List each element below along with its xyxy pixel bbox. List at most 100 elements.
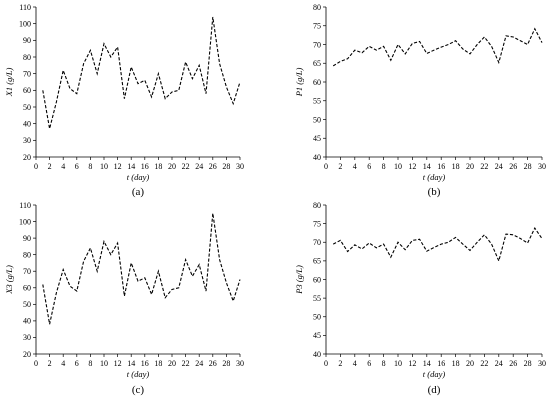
x-tick-label: 26 [209,162,217,171]
panel-label: (b) [428,186,441,198]
y-tick-label: 20 [23,350,31,359]
y-axis-title: X3 (g/L) [4,265,14,295]
x-tick-label: 4 [61,359,65,368]
y-tick-label: 110 [19,3,31,12]
x-tick-label: 22 [182,162,190,171]
y-axis-title: P1 (g/L) [294,68,304,98]
x-tick-label: 28 [524,162,532,171]
y-tick-label: 80 [23,53,31,62]
y-tick-label: 110 [19,201,31,210]
y-tick-label: 55 [313,97,321,106]
x-tick-label: 18 [154,162,162,171]
x-tick-label: 28 [222,162,230,171]
chart-panel-c: 20 30 40 50 60 70 80 90 100 110 0 2 4 6 8 10 12 14 16 18 20 2… [4,201,244,396]
x-tick-label: 10 [394,359,402,368]
x-tick-label: 16 [437,162,445,171]
y-tick-label: 70 [313,40,321,49]
x-tick-label: 20 [466,359,474,368]
y-tick-label: 90 [23,234,31,243]
y-tick-label: 30 [23,333,31,342]
x-tick-label: 24 [495,359,503,368]
x-tick-label: 14 [423,162,431,171]
y-tick-label: 20 [23,153,31,162]
x-tick-label: 26 [209,359,217,368]
x-tick-label: 30 [538,162,546,171]
x-tick-label: 14 [127,359,135,368]
x-tick-label: 22 [182,359,190,368]
y-tick-label: 65 [313,59,321,68]
y-tick-label: 40 [313,350,321,359]
x-tick-label: 8 [88,359,92,368]
y-tick-label: 60 [23,284,31,293]
x-tick-label: 8 [88,162,92,171]
x-tick-label: 10 [100,162,108,171]
x-tick-label: 0 [34,162,38,171]
x-tick-label: 28 [524,359,532,368]
x-tick-label: 26 [509,359,517,368]
x-tick-label: 0 [34,359,38,368]
y-tick-label: 70 [313,238,321,247]
x-tick-label: 2 [338,359,342,368]
y-tick-label: 90 [23,36,31,45]
chart-panel-a: 20 30 40 50 60 70 80 90 100 110 0 2 4 6 8 10 12 14 16 18 20 2… [4,3,244,198]
y-tick-label: 55 [313,294,321,303]
x-tick-label: 0 [324,162,328,171]
y-tick-label: 70 [23,267,31,276]
x-tick-label: 8 [382,359,386,368]
x-tick-label: 4 [353,162,357,171]
x-axis-title: t (day) [423,369,446,379]
x-tick-label: 18 [452,359,460,368]
y-tick-label: 40 [313,153,321,162]
x-tick-label: 24 [195,359,203,368]
x-tick-label: 8 [382,162,386,171]
x-tick-label: 18 [154,359,162,368]
y-tick-label: 60 [313,275,321,284]
x-tick-label: 6 [367,359,371,368]
y-axis-title: X1 (g/L) [4,68,14,98]
y-tick-label: 80 [23,250,31,259]
x-tick-label: 6 [367,162,371,171]
panel-label: (c) [132,384,145,396]
x-tick-label: 12 [408,162,416,171]
x-tick-label: 18 [452,162,460,171]
y-tick-label: 80 [313,3,321,12]
x-tick-label: 6 [75,162,79,171]
y-tick-label: 100 [19,217,31,226]
x-tick-label: 30 [538,359,546,368]
x-tick-label: 12 [408,359,416,368]
x-tick-label: 24 [195,162,203,171]
x-tick-label: 16 [437,359,445,368]
y-tick-label: 50 [23,300,31,309]
y-tick-label: 60 [23,86,31,95]
x-tick-label: 24 [495,162,503,171]
y-tick-label: 65 [313,257,321,266]
x-axis-title: t (day) [127,369,150,379]
y-tick-label: 50 [313,115,321,124]
x-tick-label: 20 [168,162,176,171]
y-tick-label: 50 [23,103,31,112]
x-tick-label: 12 [114,359,122,368]
y-tick-label: 45 [313,331,321,340]
x-tick-label: 16 [141,162,149,171]
x-tick-label: 2 [48,359,52,368]
x-tick-label: 22 [480,359,488,368]
x-tick-label: 20 [466,162,474,171]
series-line [332,27,543,67]
x-tick-label: 4 [61,162,65,171]
y-tick-label: 100 [19,19,31,28]
y-tick-label: 45 [313,134,321,143]
y-tick-label: 70 [23,69,31,78]
series-line [42,213,241,325]
x-tick-label: 6 [75,359,79,368]
x-tick-label: 0 [324,359,328,368]
panel-label: (d) [428,384,441,396]
x-tick-label: 10 [100,359,108,368]
x-tick-label: 28 [222,359,230,368]
series-line [42,16,241,129]
x-tick-label: 12 [114,162,122,171]
y-axis-title: P3 (g/L) [294,265,304,295]
x-axis-title: t (day) [127,172,150,182]
